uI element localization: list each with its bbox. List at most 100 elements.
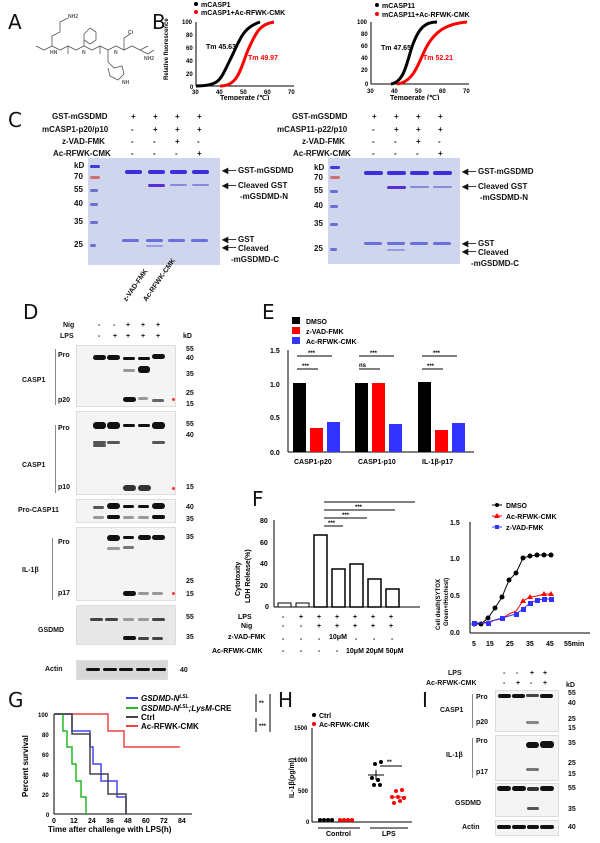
- chart-b-right: mCASP11 mCASP11+Ac-RFWK-CMK 100 80 60 40 20 0…: [339, 0, 485, 102]
- svg-text:20: 20: [361, 68, 368, 74]
- svg-text:***: ***: [355, 505, 363, 511]
- svg-text:80: 80: [42, 733, 49, 739]
- svg-text:60: 60: [42, 753, 49, 759]
- c-left-row-label: z-VAD-FMK: [62, 137, 105, 146]
- panel-label-h: H: [278, 688, 294, 712]
- svg-text:0: 0: [365, 82, 369, 88]
- svg-text:mCASP11: mCASP11: [382, 3, 415, 10]
- c-left-row-label: GST-mGSDMD: [52, 112, 108, 121]
- svg-text:+: +: [371, 623, 375, 630]
- svg-text:0: 0: [265, 604, 269, 611]
- svg-text:10μM 20μM 50μM: 10μM 20μM 50μM: [346, 648, 404, 655]
- svg-text:0: 0: [306, 820, 310, 826]
- svg-text:***: ***: [365, 500, 373, 503]
- svg-text:+: +: [335, 614, 339, 621]
- svg-text:100: 100: [38, 713, 49, 719]
- svg-text:Cell death(SYTOX: Cell death(SYTOX: [436, 579, 442, 630]
- svg-text:0: 0: [52, 818, 56, 825]
- svg-text:Tm 47.65: Tm 47.65: [381, 45, 411, 52]
- svg-text:Green+/Hochest): Green+/Hochest): [444, 578, 450, 626]
- svg-text:-: -: [318, 636, 321, 643]
- svg-text:**: **: [259, 701, 264, 707]
- svg-text:500: 500: [298, 789, 309, 795]
- svg-text:30: 30: [192, 90, 199, 96]
- svg-text:GSDMD-NLSL: GSDMD-NLSL: [141, 694, 189, 703]
- svg-text:-: -: [282, 636, 285, 643]
- svg-text:***: ***: [328, 521, 336, 527]
- svg-text:Ac-RFWK-CMK: Ac-RFWK-CMK: [141, 722, 199, 731]
- svg-text:20: 20: [42, 793, 49, 799]
- svg-text:5: 5: [472, 641, 476, 648]
- panel-label-b: B: [152, 10, 166, 34]
- svg-text:NH2: NH2: [68, 14, 78, 20]
- svg-text:+: +: [389, 623, 393, 630]
- svg-text:60: 60: [361, 44, 368, 50]
- svg-text:+: +: [389, 614, 393, 621]
- svg-text:Time after challenge with LPS(: Time after challenge with LPS(h): [48, 825, 172, 834]
- chart-e: DMSO z-VAD-FMK Ac-RFWK-CMK 1.5 1.0 0.5 0.0 …: [253, 316, 508, 466]
- svg-text:Ac-RFWK-CMK: Ac-RFWK-CMK: [306, 339, 357, 346]
- panel-label-d: D: [23, 300, 39, 324]
- svg-text:+: +: [317, 623, 321, 630]
- svg-text:z-VAD-FMK: z-VAD-FMK: [228, 634, 266, 641]
- svg-text:60: 60: [439, 89, 446, 95]
- svg-text:-: -: [355, 636, 358, 643]
- svg-text:70: 70: [288, 90, 295, 96]
- svg-text:HN: HN: [50, 50, 58, 56]
- svg-text:IL-1β-p17: IL-1β-p17: [422, 459, 453, 466]
- svg-text:50: 50: [415, 89, 422, 95]
- svg-text:80: 80: [260, 518, 268, 525]
- chart-f-right: DMSO Ac-RFWK-CMK z-VAD-FMK 1.5 1.0 0.5 0.0 …: [430, 500, 600, 650]
- svg-text:15: 15: [486, 641, 494, 648]
- svg-text:IL-1β(pg/ml): IL-1β(pg/ml): [289, 758, 296, 798]
- svg-text:20: 20: [186, 72, 193, 78]
- chemical-structure: NH2 HN N N Cl NH2 NH: [35, 14, 155, 86]
- svg-text:DMSO: DMSO: [506, 503, 528, 510]
- panel-label-g: G: [8, 688, 24, 712]
- svg-text:+: +: [353, 623, 357, 630]
- svg-text:+: +: [371, 614, 375, 621]
- svg-text:-: -: [318, 648, 321, 655]
- svg-text:50: 50: [240, 90, 247, 96]
- svg-text:-: -: [391, 636, 394, 643]
- svg-text:1.0: 1.0: [270, 382, 280, 389]
- legend-mcasp1: mCASP1: [201, 2, 231, 9]
- coomassie-gel-left: [88, 158, 220, 265]
- svg-text:Control: Control: [326, 831, 351, 838]
- svg-text:Ctrl: Ctrl: [319, 713, 331, 720]
- svg-text:40: 40: [361, 56, 368, 62]
- svg-text:Ac-RFWK-CMK: Ac-RFWK-CMK: [506, 514, 557, 521]
- svg-text:100: 100: [182, 20, 193, 26]
- svg-text:0.5: 0.5: [270, 415, 280, 422]
- svg-text:Ac-RFWK-CMK: Ac-RFWK-CMK: [212, 648, 263, 655]
- svg-text:-: -: [373, 636, 376, 643]
- svg-text:100: 100: [357, 20, 368, 26]
- svg-text:1.5: 1.5: [450, 520, 460, 527]
- svg-text:***: ***: [370, 351, 378, 357]
- svg-text:relative to Actin: relative to Actin: [268, 392, 269, 444]
- svg-text:0: 0: [46, 813, 50, 819]
- svg-text:24: 24: [88, 818, 96, 825]
- svg-text:***: ***: [427, 364, 435, 370]
- legend-mcasp1-rfwk: mCASP1+Ac-RFWK-CMK: [201, 10, 285, 17]
- svg-text:0: 0: [190, 85, 194, 91]
- svg-text:Ctrl: Ctrl: [141, 713, 155, 722]
- svg-text:70: 70: [463, 89, 470, 95]
- svg-text:LDH Release(%): LDH Release(%): [245, 549, 252, 603]
- svg-text:30: 30: [367, 89, 374, 95]
- svg-text:20: 20: [260, 583, 268, 590]
- chart-h: Ctrl Ac-RFWK-CMK 1500 1000 500 0 IL-1β(pg/m…: [280, 712, 420, 838]
- svg-text:***: ***: [433, 351, 441, 357]
- svg-text:***: ***: [342, 513, 350, 519]
- svg-text:mCASP11+Ac-RFWK-CMK: mCASP11+Ac-RFWK-CMK: [382, 12, 470, 19]
- svg-text:z-VAD-FMK: z-VAD-FMK: [306, 329, 344, 336]
- svg-text:ns: ns: [359, 363, 367, 369]
- svg-text:Ac-RFWK-CMK: Ac-RFWK-CMK: [319, 722, 370, 729]
- svg-text:***: ***: [259, 724, 267, 730]
- svg-text:Temperate (℃): Temperate (℃): [220, 94, 269, 100]
- svg-text:60: 60: [186, 46, 193, 52]
- c-left-row-label: Ac-RFWK-CMK: [53, 149, 111, 158]
- svg-text:-: -: [300, 623, 303, 630]
- svg-text:-: -: [282, 623, 285, 630]
- chart-g: GSDMD-NLSL GSDMD-NLSL;LysM-CRE Ctrl Ac-R…: [14, 692, 274, 838]
